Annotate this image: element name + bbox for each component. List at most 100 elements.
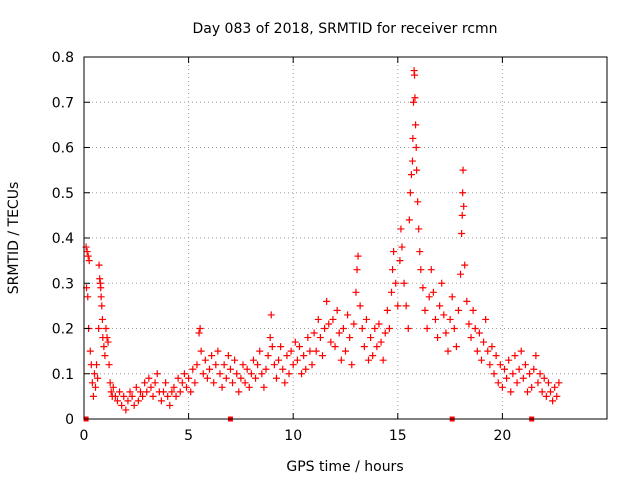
data-point [335,329,343,337]
data-point [423,325,431,332]
axis-ticks [83,56,607,420]
data-point [459,189,467,197]
data-point [168,388,176,396]
data-point [178,379,186,387]
y-tick-labels: 0 0.1 0.2 0.3 0.4 0.5 0.6 0.7 0.8 [52,50,74,428]
data-point [206,365,214,373]
data-point [344,311,352,319]
data-point [166,401,174,409]
data-point [392,279,400,287]
data-point [503,374,511,382]
data-point [460,202,468,210]
data-point [458,211,466,219]
data-point [524,388,532,396]
data-point [492,352,500,360]
data-point [429,288,437,296]
data-point [116,388,124,396]
data-point [480,338,488,346]
data-point [459,166,467,174]
data-point [342,347,349,355]
data-point [105,361,113,369]
data-point [494,379,502,387]
y-tick-label: 0.4 [52,231,74,247]
data-point [109,383,117,391]
y-tick-label: 0.1 [52,367,74,383]
data-point [419,284,427,292]
x-tick-label: 0 [80,428,89,444]
data-point [405,216,413,224]
data-point [304,334,312,342]
data-point [222,374,230,382]
data-point [547,388,555,396]
data-point [98,302,106,310]
data-point [134,397,142,405]
data-point [467,334,475,342]
data-point [444,347,452,355]
data-point [298,370,306,378]
data-point [511,352,519,360]
data-point [92,383,100,391]
data-point [528,383,536,391]
y-tick-label: 0.5 [52,186,74,202]
data-point [549,397,557,405]
data-point [321,325,329,332]
y-tick-label: 0.3 [52,276,74,292]
data-point [224,352,232,360]
data-point [120,392,128,400]
data-point [249,356,257,364]
y-axis-label: SRMTID / TECUs [6,182,22,295]
x-tick-label: 5 [184,428,193,444]
data-point [196,325,204,332]
data-point [465,320,473,328]
data-point [519,374,527,382]
data-point [377,338,385,346]
data-point [96,275,104,283]
data-point [279,365,287,373]
data-point [482,315,490,323]
data-point [553,392,561,400]
data-point [218,383,226,391]
y-tick-label: 0.8 [52,50,74,66]
data-point [231,356,239,364]
data-point [442,329,450,337]
data-point [411,71,419,79]
data-point [106,379,114,387]
y-tick-label: 0.7 [52,95,74,111]
data-point [457,270,465,278]
data-point [367,334,375,342]
data-point [84,293,92,301]
data-point [353,266,361,274]
data-point [388,288,396,296]
data-point [180,370,188,378]
data-point [272,374,280,382]
data-point [187,388,195,396]
data-point [496,361,504,369]
data-point [475,329,483,337]
data-point [360,343,368,351]
data-point [517,347,525,355]
data-point [122,406,130,414]
chart-title: Day 083 of 2018, SRMTID for receiver rcm… [192,21,497,37]
data-point [277,343,285,351]
data-point [318,352,326,360]
data-point [333,306,341,314]
data-point [226,365,234,373]
data-point [337,356,345,364]
data-point [389,266,397,274]
grid-lines [84,57,607,419]
data-point [348,361,356,369]
data-point [314,315,322,323]
data-point [118,401,126,409]
data-point [185,374,193,382]
data-point [291,338,299,346]
data-point [327,338,335,346]
data-point [111,392,119,400]
data-point [365,356,373,364]
data-point [275,356,283,364]
data-point [507,388,515,396]
data-point [446,315,454,323]
data-point [477,356,485,364]
data-point [107,388,115,396]
